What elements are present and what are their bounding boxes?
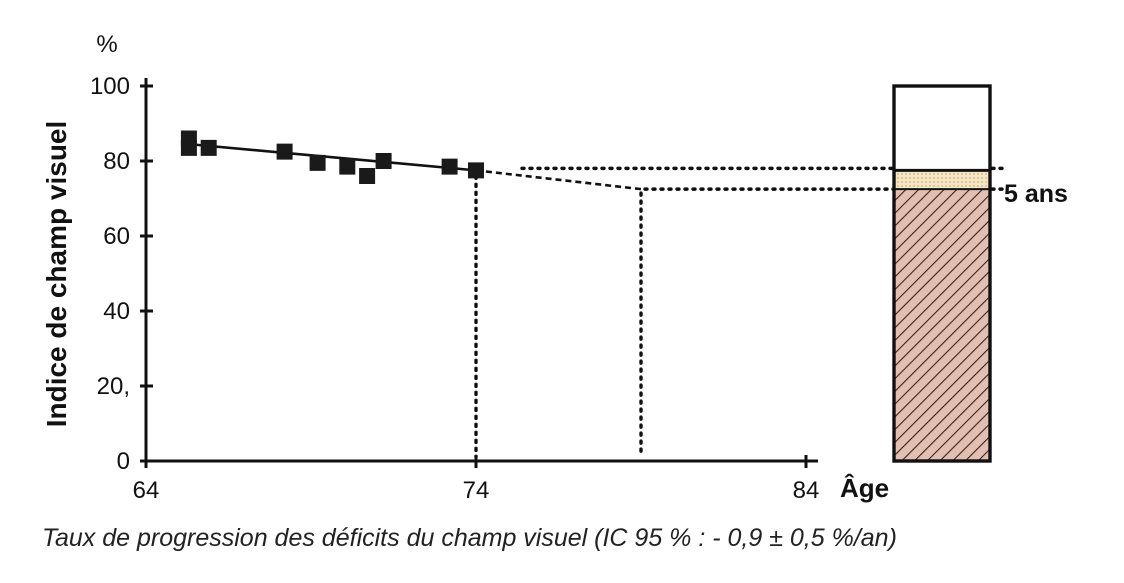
data-point xyxy=(180,139,197,156)
y-axis-title: Indice de champ visuel xyxy=(41,121,72,428)
data-point xyxy=(468,162,484,179)
bar-annotation: 5 ans xyxy=(1004,180,1068,208)
data-points xyxy=(180,130,484,184)
y-tick-label: 40 xyxy=(103,298,130,325)
data-point xyxy=(339,158,356,175)
x-axis-title: Âge xyxy=(840,473,889,503)
y-tick-label: 20, xyxy=(97,373,130,400)
figure-caption: Taux de progression des déficits du cham… xyxy=(42,524,897,552)
y-tick-label: 60 xyxy=(103,223,130,250)
data-point xyxy=(276,143,293,160)
y-unit-label: % xyxy=(96,31,117,58)
bar-empty-segment xyxy=(894,86,990,171)
x-tick-label: 84 xyxy=(793,477,820,504)
data-point xyxy=(359,168,376,184)
data-point xyxy=(309,154,326,171)
y-tick-label: 100 xyxy=(90,73,130,100)
bar-projected-segment xyxy=(894,189,990,461)
trend-projection-line xyxy=(475,169,642,191)
x-tick-label: 64 xyxy=(133,477,160,504)
data-point xyxy=(375,153,392,169)
bar-outline xyxy=(892,84,992,463)
projection-bar xyxy=(892,84,992,463)
y-tick-label: 80 xyxy=(103,148,130,175)
trend-lines xyxy=(188,142,642,191)
axis-ticks: 0 20, 40 60 80 100 64 74 84 xyxy=(90,73,819,504)
data-point xyxy=(200,139,217,156)
x-tick-label: 74 xyxy=(463,477,490,504)
trend-fit-line xyxy=(188,142,477,172)
y-tick-label: 0 xyxy=(117,448,130,475)
reference-lines xyxy=(474,166,1004,459)
bar-loss-band xyxy=(894,170,990,190)
data-point xyxy=(441,158,458,175)
